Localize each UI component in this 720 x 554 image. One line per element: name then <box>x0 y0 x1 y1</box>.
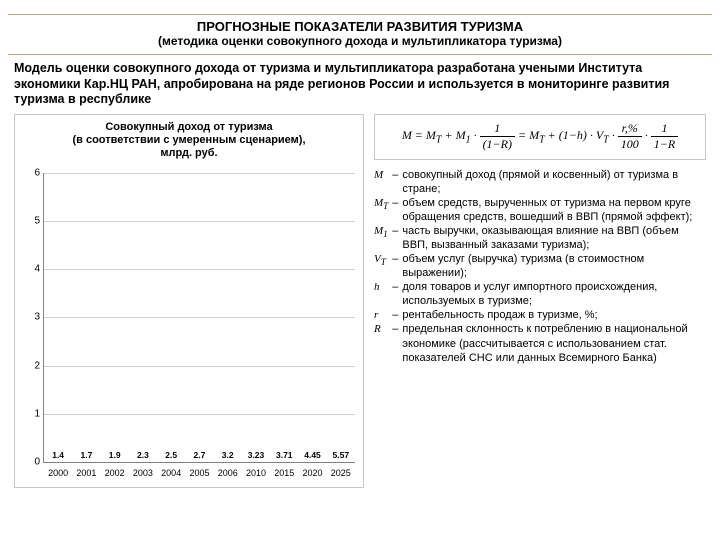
title-block: ПРОГНОЗНЫЕ ПОКАЗАТЕЛИ РАЗВИТИЯ ТУРИЗМА (… <box>0 17 720 52</box>
bar-value-label: 5.57 <box>333 450 350 460</box>
bar-value-label: 1.7 <box>80 450 92 460</box>
legend-symbol: VT <box>374 252 392 280</box>
page-subtitle: (методика оценки совокупного дохода и му… <box>10 34 710 48</box>
intro-text: Модель оценки совокупного дохода от тури… <box>0 61 720 114</box>
y-axis-label: 2 <box>26 360 40 371</box>
legend-row: h–доля товаров и услуг импортного происх… <box>374 280 706 308</box>
y-axis-label: 1 <box>26 408 40 419</box>
y-axis-label: 4 <box>26 264 40 275</box>
content-row: Совокупный доход от туризма (в соответст… <box>0 114 720 488</box>
bottom-rule <box>8 54 712 55</box>
legend-row: M–совокупный доход (прямой и косвенный) … <box>374 168 706 196</box>
legend-symbol: M1 <box>374 224 392 252</box>
x-axis-label: 2010 <box>242 468 270 478</box>
formula-text: M = MT + M1 · 1(1−R) = MT + (1−h) · VT ·… <box>402 128 678 142</box>
x-axis-label: 2005 <box>185 468 213 478</box>
chart-title: Совокупный доход от туризма (в соответст… <box>15 115 363 163</box>
legend-symbol: MT <box>374 196 392 224</box>
bars-container: 1.4 1.7 1.9 2.3 2.5 2.7 3.2 3.23 3.71 4.45 5.57 <box>44 173 355 462</box>
y-axis-label: 6 <box>26 167 40 178</box>
legend-text: объем средств, вырученных от туризма на … <box>402 196 706 224</box>
legend-text: предельная склонность к потреблению в на… <box>402 322 706 364</box>
x-axis-label: 2020 <box>298 468 326 478</box>
legend-symbol: M <box>374 168 392 196</box>
chart-title-l1: Совокупный доход от туризма <box>105 121 272 133</box>
chart-title-l2: (в соответствии с умеренным сценарием), <box>72 134 305 146</box>
x-axis-label: 2003 <box>129 468 157 478</box>
page-title: ПРОГНОЗНЫЕ ПОКАЗАТЕЛИ РАЗВИТИЯ ТУРИЗМА <box>10 19 710 34</box>
legend-row: VT–объем услуг (выручка) туризма (в стои… <box>374 252 706 280</box>
x-axis-label: 2025 <box>327 468 355 478</box>
bar-value-label: 2.7 <box>194 450 206 460</box>
legend-dash: – <box>392 224 402 252</box>
legend-dash: – <box>392 252 402 280</box>
legend-symbol: R <box>374 322 392 364</box>
plot-area: 01234561.41.71.92.32.52.73.23.233.714.45… <box>43 173 355 463</box>
y-axis-label: 0 <box>26 456 40 467</box>
x-axis-label: 2000 <box>44 468 72 478</box>
y-axis-label: 3 <box>26 312 40 323</box>
legend-text: доля товаров и услуг импортного происхож… <box>402 280 706 308</box>
legend-dash: – <box>392 322 402 364</box>
x-axis-label: 2002 <box>101 468 129 478</box>
bar-value-label: 3.23 <box>248 450 265 460</box>
symbol-legend: M–совокупный доход (прямой и косвенный) … <box>374 168 706 365</box>
legend-text: рентабельность продаж в туризме, %; <box>402 308 706 322</box>
legend-text: часть выручки, оказывающая влияние на ВВ… <box>402 224 706 252</box>
bar-value-label: 1.4 <box>52 450 64 460</box>
bar-value-label: 2.3 <box>137 450 149 460</box>
bar-value-label: 1.9 <box>109 450 121 460</box>
bar-value-label: 3.71 <box>276 450 293 460</box>
legend-dash: – <box>392 308 402 322</box>
chart-title-l3: млрд. руб. <box>160 147 217 159</box>
legend-row: MT–объем средств, вырученных от туризма … <box>374 196 706 224</box>
bar-value-label: 2.5 <box>165 450 177 460</box>
formula-box: M = MT + M1 · 1(1−R) = MT + (1−h) · VT ·… <box>374 114 706 160</box>
chart-box: Совокупный доход от туризма (в соответст… <box>14 114 364 488</box>
x-axis-label: 2004 <box>157 468 185 478</box>
legend-text: объем услуг (выручка) туризма (в стоимос… <box>402 252 706 280</box>
legend-row: r–рентабельность продаж в туризме, %; <box>374 308 706 322</box>
x-axis-label: 2006 <box>214 468 242 478</box>
y-axis-label: 5 <box>26 216 40 227</box>
legend-row: R–предельная склонность к потреблению в … <box>374 322 706 364</box>
x-axis-label: 2001 <box>72 468 100 478</box>
top-rule <box>8 14 712 15</box>
bar-value-label: 4.45 <box>304 450 321 460</box>
legend-symbol: r <box>374 308 392 322</box>
right-column: M = MT + M1 · 1(1−R) = MT + (1−h) · VT ·… <box>374 114 706 488</box>
legend-symbol: h <box>374 280 392 308</box>
bar-value-label: 3.2 <box>222 450 234 460</box>
legend-dash: – <box>392 196 402 224</box>
legend-dash: – <box>392 280 402 308</box>
legend-dash: – <box>392 168 402 196</box>
x-axis-labels: 2000200120022003200420052006201020152020… <box>44 468 355 478</box>
legend-text: совокупный доход (прямой и косвенный) от… <box>402 168 706 196</box>
legend-row: M1–часть выручки, оказывающая влияние на… <box>374 224 706 252</box>
x-axis-label: 2015 <box>270 468 298 478</box>
